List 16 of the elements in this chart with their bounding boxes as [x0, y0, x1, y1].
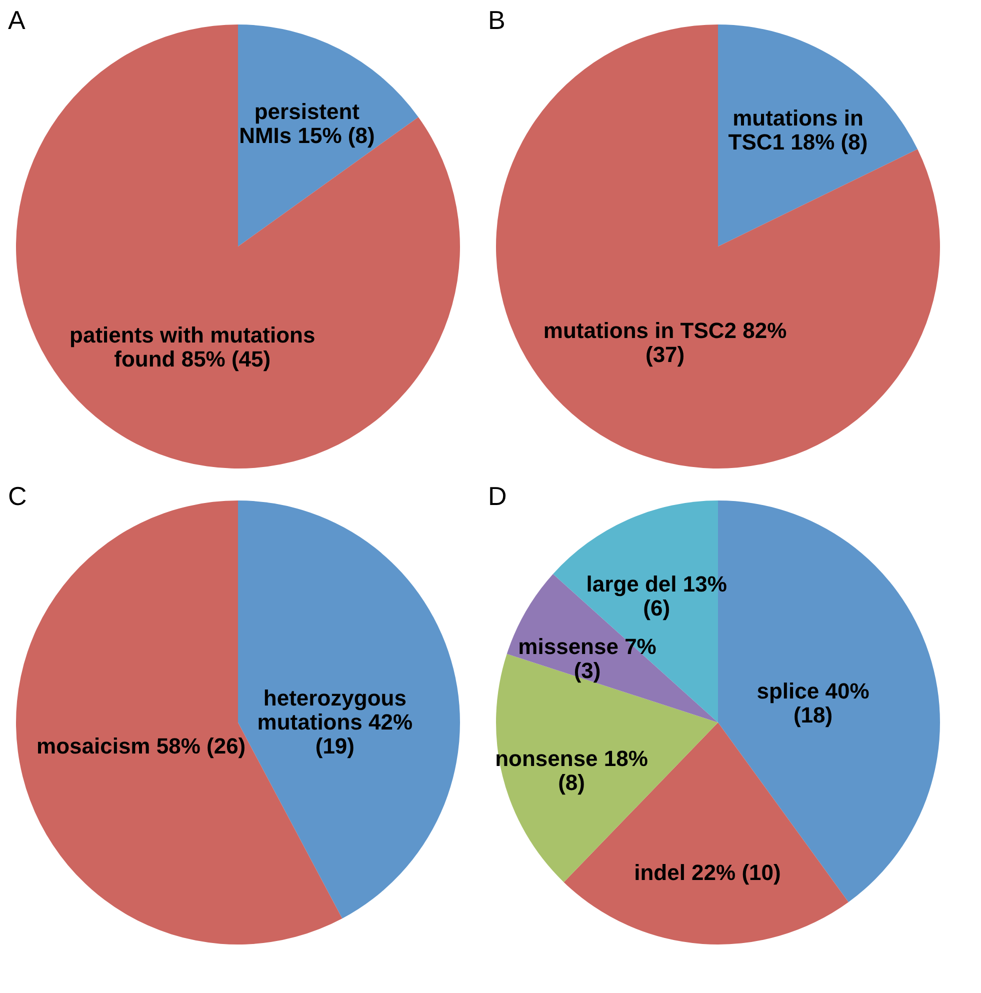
- chart-title: B: [488, 5, 506, 35]
- chart-title: C: [8, 481, 27, 511]
- slice-label: large del 13% (6): [586, 572, 727, 621]
- slice-label: persistent NMIs 15% (8): [239, 99, 375, 148]
- slice-label: mutations in TSC1 18% (8): [728, 105, 868, 154]
- pie-slice: [718, 24, 918, 246]
- chart-title: A: [8, 5, 26, 35]
- slice-label: splice 40% (18): [756, 678, 870, 728]
- chart-title: D: [488, 481, 507, 511]
- pie-slice: [238, 24, 418, 246]
- slice-label: mutations in TSC2 82% (37): [543, 318, 787, 368]
- slice-label: heterozygous mutations 42% (19): [257, 685, 413, 758]
- slice-label: indel 22% (10): [634, 860, 781, 886]
- slice-label: patients with mutations found 85% (45): [70, 322, 316, 372]
- slice-label: mosaicism 58% (26): [36, 734, 246, 759]
- slice-label: missense 7% (3): [518, 634, 656, 684]
